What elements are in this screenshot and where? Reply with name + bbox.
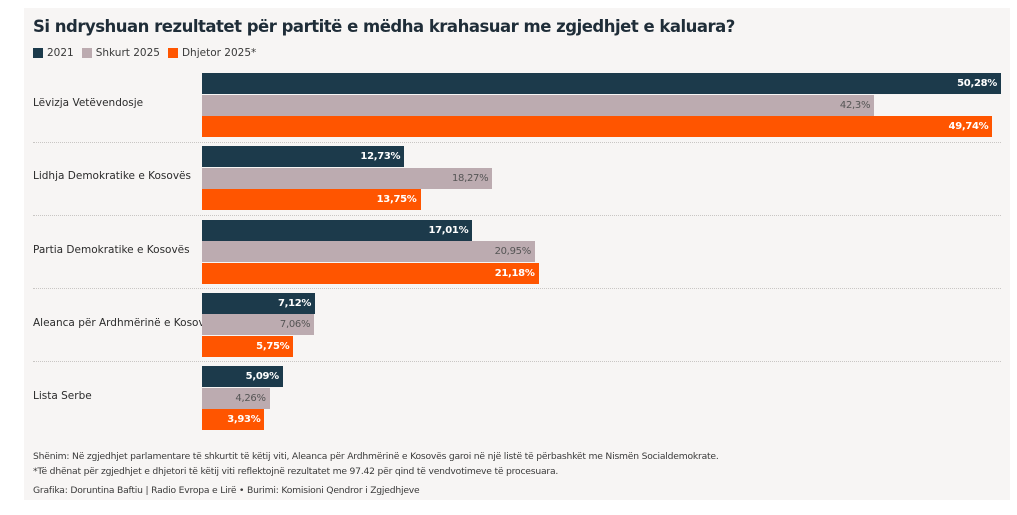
note-text: Shënim: Në zgjedhjet parlamentare të shk… <box>33 451 719 462</box>
legend-label: Dhjetor 2025* <box>181 47 257 59</box>
data-label: 50,28% <box>957 78 997 89</box>
data-label: 21,18% <box>494 267 535 279</box>
data-label: 12,73% <box>360 151 401 163</box>
legend-label: Shkurt 2025 <box>95 47 160 59</box>
legend-item: Dhjetor 2025* <box>167 47 257 59</box>
legend-label: 2021 <box>47 47 74 59</box>
bar: 5,09% <box>202 366 283 388</box>
bar: 7,06% <box>202 314 315 336</box>
data-label: 3,93% <box>227 414 261 426</box>
chart-panel: Si ndryshuan rezultatet për partitë e më… <box>24 8 1010 500</box>
data-label: 17,01% <box>428 224 469 236</box>
data-label: 4,26% <box>235 392 266 404</box>
asterisk-note: *Të dhënat për zgjedhjet e dhjetori të k… <box>33 466 559 477</box>
bar: 7,12% <box>202 292 316 314</box>
legend-swatch <box>33 48 43 58</box>
bar: 18,27% <box>202 167 493 189</box>
credit-line: Grafika: Doruntina Baftiu | Radio Evropa… <box>33 485 420 496</box>
bar: 13,75% <box>202 189 421 211</box>
bar: 5,75% <box>202 335 294 357</box>
data-label: 18,27% <box>451 172 489 184</box>
data-label: 5,75% <box>256 340 290 352</box>
bar: 20,95% <box>202 241 535 263</box>
legend-swatch <box>167 48 178 58</box>
chart-title: Si ndryshuan rezultatet për partitë e më… <box>33 17 735 36</box>
bar: 3,93% <box>202 409 265 431</box>
data-label: 5,09% <box>245 371 280 383</box>
data-label: 42,3% <box>839 99 871 111</box>
legend-item: 2021 <box>33 47 74 59</box>
data-label: 20,95% <box>494 246 532 258</box>
bar: 4,26% <box>202 387 270 409</box>
data-label: 49,74% <box>948 121 989 132</box>
category-label: Lëvizja Vetëvendosje <box>33 97 144 109</box>
bar: 50,28% <box>202 73 1001 94</box>
data-label: 7,12% <box>277 297 312 309</box>
category-label: Lista Serbe <box>33 390 92 403</box>
data-label: 7,06% <box>279 319 311 331</box>
category-label: Partia Demokratike e Kosovës <box>33 243 190 256</box>
row-divider <box>33 214 1001 216</box>
footnotes: Shënim: Në zgjedhjet parlamentare të shk… <box>33 449 719 498</box>
row-divider <box>33 141 1001 143</box>
category-label: Lidhja Demokratike e Kosovës <box>33 170 191 183</box>
legend: 2021 Shkurt 2025 Dhjetor 2025* <box>33 47 256 59</box>
row-divider <box>33 288 1001 290</box>
bar: 21,18% <box>202 262 539 284</box>
legend-swatch <box>81 48 92 58</box>
row-divider <box>33 361 1001 363</box>
bar-chart: Lëvizja Vetëvendosje 50,28% 42,3% 49,74% Lid… <box>24 8 1010 500</box>
bar: 17,01% <box>202 219 473 241</box>
bar: 12,73% <box>202 146 405 168</box>
data-label: 13,75% <box>376 194 417 206</box>
bar: 49,74% <box>202 116 993 137</box>
legend-item: Shkurt 2025 <box>81 47 160 59</box>
bar: 42,3% <box>202 94 875 116</box>
category-label: Aleanca për Ardhmërinë e Kosovës <box>33 316 217 329</box>
